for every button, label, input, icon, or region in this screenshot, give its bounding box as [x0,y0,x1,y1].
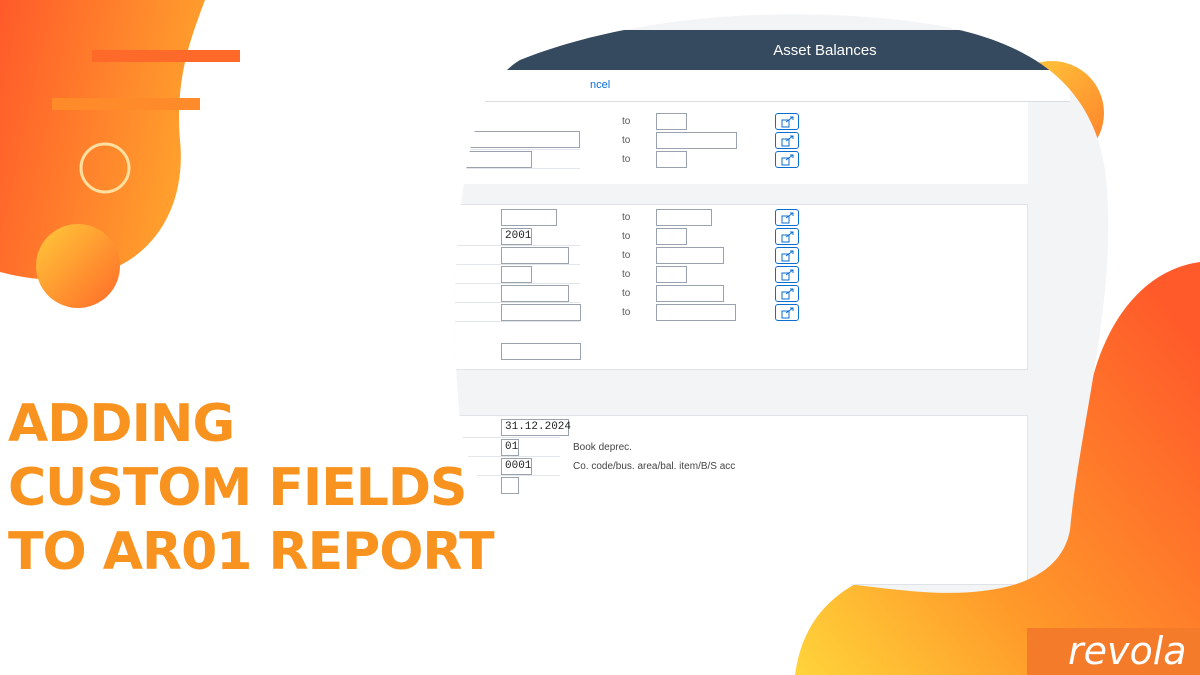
to-label: to [622,288,631,299]
to-label: to [622,231,631,242]
headline-line-2: CUSTOM FIELDS [8,458,468,518]
range-low-input[interactable] [501,247,569,264]
sort-variant-description: Co. code/bus. area/bal. item/B/S acc [573,461,736,472]
range-high-input[interactable] [656,285,724,302]
range-low-input[interactable] [460,151,532,168]
multiple-selection-button[interactable] [775,113,799,130]
range-low-input[interactable] [501,285,569,302]
sap-toolbar: ncel [430,70,1070,102]
report-date-input[interactable]: 31.12.2024 [501,419,569,436]
headline: ADDING CUSTOM FIELDS TO AR01 REPORT [8,392,495,584]
range-high-input[interactable] [656,113,687,130]
to-label: to [622,116,631,127]
range-high-input[interactable] [656,132,737,149]
to-label: to [622,269,631,280]
range-high-input[interactable] [656,151,687,168]
fiscal-year-input[interactable]: 2001 [501,228,532,245]
multiple-selection-icon [781,269,795,281]
headline-line-1: ADDING [8,394,235,454]
to-label: to [622,250,631,261]
to-label: to [622,212,631,223]
revola-logo: revola [1068,629,1187,673]
window-title: Asset Balances [773,41,877,59]
depreciation-area-input[interactable]: 01 [501,439,519,456]
multiple-selection-icon [781,307,795,319]
range-low-input[interactable] [460,131,580,148]
multiple-selection-button[interactable] [775,247,799,264]
range-high-input[interactable] [656,209,712,226]
to-label: to [622,135,631,146]
multiple-selection-icon [781,154,795,166]
range-high-input[interactable] [656,304,736,321]
multiple-selection-icon [781,135,795,147]
multiple-selection-button[interactable] [775,285,799,302]
to-label: to [622,307,631,318]
range-low-input[interactable] [501,266,532,283]
multiple-selection-icon [781,212,795,224]
sort-variant-input[interactable]: 0001 [501,458,532,475]
multiple-selection-button[interactable] [775,151,799,168]
multiple-selection-icon [781,231,795,243]
multiple-selection-button[interactable] [775,132,799,149]
to-label: to [622,154,631,165]
multiple-selection-button[interactable] [775,209,799,226]
multiple-selection-button[interactable] [775,304,799,321]
multiple-selection-button[interactable] [775,228,799,245]
cancel-button[interactable]: ncel [590,79,611,91]
range-high-input[interactable] [656,247,724,264]
multiple-selection-icon [781,116,795,128]
multiple-selection-button[interactable] [775,266,799,283]
multiple-selection-icon [781,288,795,300]
depreciation-area-description: Book deprec. [573,442,632,453]
single-input[interactable] [501,343,581,360]
single-input[interactable] [501,477,519,494]
logo-background [1027,628,1200,675]
range-low-input[interactable] [501,304,581,321]
range-high-input[interactable] [656,266,687,283]
headline-line-3: TO AR01 REPORT [8,522,495,582]
range-high-input[interactable] [656,228,687,245]
range-low-input[interactable] [501,209,557,226]
multiple-selection-icon [781,250,795,262]
